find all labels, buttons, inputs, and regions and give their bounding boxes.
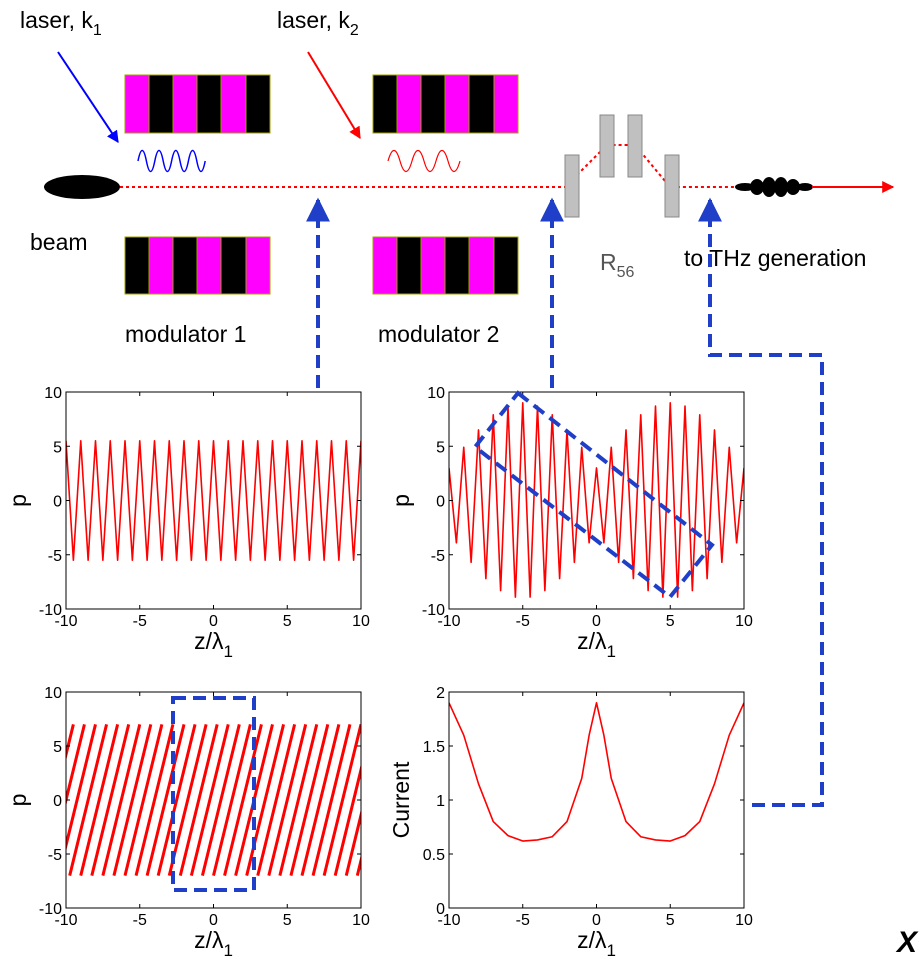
figure: laser, k1 laser, k2 beam modulator 1 mod… [0, 0, 924, 966]
x-axis-label-text: z/λ [194, 628, 224, 654]
corner-label: X [895, 926, 919, 959]
annotations [173, 393, 712, 890]
y-tick-label: -10 [39, 901, 62, 918]
modulator-1-bottom [125, 237, 270, 294]
y-tick-label: 0 [53, 494, 62, 511]
laser-text: laser, k [20, 7, 93, 33]
x-tick-label: 5 [283, 912, 292, 929]
y-axis-label: p [5, 794, 31, 807]
beam [44, 175, 120, 199]
modulator-label: modulator 1 [125, 321, 246, 347]
laser-wave [388, 151, 460, 172]
x-axis-label-sub: 1 [606, 941, 615, 960]
x-tick-label: 10 [352, 912, 370, 929]
bunched-beam [735, 177, 813, 197]
x-tick-label: -5 [133, 613, 147, 630]
y-tick-label: 5 [436, 439, 445, 456]
x-tick-label: 10 [735, 912, 753, 929]
y-tick-label: -5 [48, 847, 62, 864]
y-tick-label: 10 [44, 385, 62, 402]
laser-sub: 2 [350, 22, 359, 39]
modulator-label: modulator 2 [378, 321, 499, 347]
x-axis-label-sub: 1 [606, 642, 615, 661]
x-tick-label: -5 [516, 912, 530, 929]
laser-text: laser, k [277, 7, 350, 33]
x-tick-label: -5 [133, 912, 147, 929]
modulator-2-bottom [373, 237, 518, 294]
x-axis-label-text: z/λ [577, 927, 607, 953]
r56-text: R [600, 249, 617, 275]
y-tick-label: 0.5 [423, 847, 445, 864]
modulator-1-top [125, 75, 270, 133]
laser-label: laser, k2 [277, 7, 359, 39]
laser-arrow [58, 52, 118, 142]
y-tick-label: 10 [427, 385, 445, 402]
axes-box [66, 392, 361, 609]
beamline: laser, k1 laser, k2 beam modulator 1 mod… [20, 7, 919, 959]
laser-arrow [308, 52, 360, 138]
r56-label: R56 [600, 249, 635, 281]
y-tick-label: 2 [436, 685, 445, 702]
y-tick-label: 0 [436, 901, 445, 918]
laser-sub: 1 [93, 22, 102, 39]
x-axis-label-sub: 1 [223, 642, 232, 661]
dashed-arrow [710, 200, 822, 805]
x-axis-label: z/λ1 [194, 628, 233, 661]
laser-wave [138, 151, 205, 172]
y-tick-label: -10 [39, 602, 62, 619]
y-tick-label: 0 [436, 494, 445, 511]
x-tick-label: -5 [516, 613, 530, 630]
chicane [565, 115, 679, 217]
x-tick-label: 5 [283, 613, 292, 630]
modulator-2-top [373, 75, 518, 133]
data-line [449, 703, 744, 841]
x-tick-label: 10 [352, 613, 370, 630]
x-tick-label: 5 [666, 912, 675, 929]
y-axis-label: Current [388, 761, 414, 838]
y-axis-label: p [5, 494, 31, 507]
laser-label: laser, k1 [20, 7, 102, 39]
y-tick-label: -10 [422, 602, 445, 619]
beam-path [120, 145, 735, 187]
y-tick-label: 5 [53, 739, 62, 756]
x-axis-label-text: z/λ [577, 628, 607, 654]
data-line [449, 403, 744, 597]
x-axis-label-sub: 1 [223, 941, 232, 960]
y-tick-label: 5 [53, 439, 62, 456]
data-line [66, 441, 361, 560]
axes-box [449, 692, 744, 908]
y-tick-label: 10 [44, 685, 62, 702]
x-axis-label: z/λ1 [194, 927, 233, 960]
y-tick-label: 1.5 [423, 739, 445, 756]
y-axis-label: p [388, 494, 414, 507]
y-tick-label: 1 [436, 793, 445, 810]
x-tick-label: 5 [666, 613, 675, 630]
beam-label: beam [30, 229, 88, 255]
x-axis-label: z/λ1 [577, 927, 616, 960]
data-line [37, 724, 395, 875]
x-axis-label: z/λ1 [577, 628, 616, 661]
x-axis-label-text: z/λ [194, 927, 224, 953]
y-tick-label: -5 [431, 548, 445, 565]
r56-sub: 56 [617, 264, 635, 281]
y-tick-label: 0 [53, 793, 62, 810]
y-tick-label: -5 [48, 548, 62, 565]
x-tick-label: 10 [735, 613, 753, 630]
